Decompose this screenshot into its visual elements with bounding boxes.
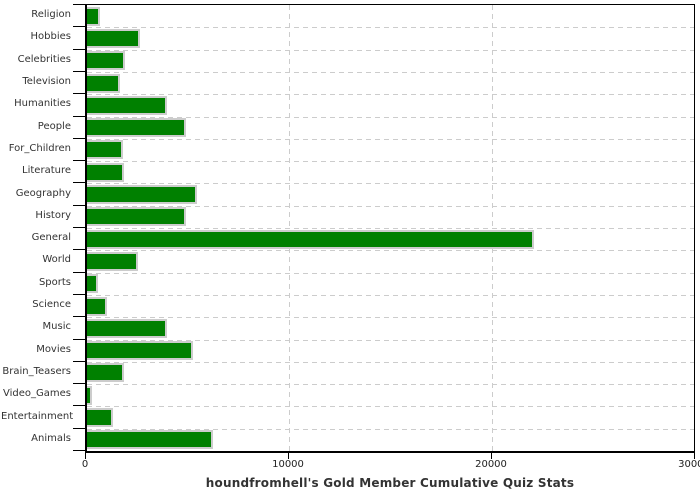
y-axis-tick [73,271,85,273]
category-label: People [37,120,71,132]
gridline-horizontal [87,339,694,341]
bar-celebrities [87,51,126,71]
x-tick-label: 20000 [475,459,507,470]
gridline-horizontal [87,183,694,185]
category-label: Video_Games [3,388,71,400]
bar-hobbies [87,28,140,48]
bar-animals [87,430,214,450]
category-label: Religion [31,9,71,21]
gridline-horizontal [87,228,694,229]
gridline-horizontal [87,27,694,29]
y-axis-tick [73,383,85,385]
plot-area [85,4,695,453]
gridline-vertical [289,5,291,451]
y-axis-tick [73,204,85,206]
category-label: Movies [36,343,71,355]
gridline-horizontal [87,250,694,252]
x-axis-tick [491,453,492,459]
bar-general [87,229,535,249]
gridline-horizontal [87,161,694,163]
chart-title: houndfromhell's Gold Member Cumulative Q… [205,476,575,490]
gridline-vertical [491,5,493,451]
bar-humanities [87,95,167,115]
gridline-horizontal [87,272,694,274]
category-label: Literature [22,165,71,177]
bar-brain_teasers [87,363,125,383]
category-label: Music [42,321,71,333]
y-axis-tick [73,70,85,72]
x-tick-label: 30000 [678,459,700,470]
y-axis-tick [73,450,85,451]
category-label: Celebrities [17,53,71,65]
gridline-horizontal [87,116,694,118]
category-label: Humanities [14,98,71,110]
category-label: Entertainment [1,410,74,422]
gridline-horizontal [87,94,694,96]
bar-for_children [87,140,124,160]
bar-history [87,207,187,227]
gridline-horizontal [87,428,694,430]
y-axis-tick [73,427,85,429]
gridline-horizontal [87,317,694,319]
bar-literature [87,162,125,182]
category-label: For_Children [8,142,71,154]
bar-video_games [87,385,93,405]
gridline-horizontal [87,205,694,207]
y-axis-tick [73,405,85,407]
bar-world [87,251,138,271]
gridline-horizontal [87,49,694,51]
y-axis-tick [73,48,85,50]
bar-entertainment [87,408,114,428]
gridline-horizontal [87,71,694,73]
category-label: History [35,209,71,221]
bar-sports [87,274,99,294]
y-axis-tick [73,293,85,295]
x-tick-label: 10000 [272,459,304,470]
category-label: World [42,254,71,266]
category-label: Hobbies [30,31,71,43]
y-axis-tick [73,316,85,318]
category-label: Geography [15,187,71,199]
bar-music [87,318,167,338]
x-tick-label: 0 [81,459,89,470]
y-axis-tick [73,26,85,28]
category-label: Television [22,76,71,88]
bar-science [87,296,108,316]
bar-people [87,118,187,138]
gridline-horizontal [87,361,694,363]
y-axis-tick [73,93,85,95]
y-axis-tick [73,137,85,139]
y-axis-tick [73,160,85,162]
gridline-horizontal [87,384,694,386]
y-axis-tick [73,182,85,184]
gridline-horizontal [87,138,694,140]
x-axis-tick [85,453,86,459]
bar-movies [87,341,194,361]
x-axis-tick [694,453,695,459]
category-label: General [31,232,71,244]
category-label: Brain_Teasers [2,365,71,377]
bar-geography [87,185,198,205]
y-axis-tick [73,360,85,362]
bar-television [87,73,121,93]
y-axis-tick [73,4,85,5]
y-axis-tick [73,338,85,340]
category-label: Animals [31,432,71,444]
bar-religion [87,6,101,26]
gridline-horizontal [87,294,694,296]
gridline-horizontal [87,406,694,408]
y-axis-tick [73,249,85,251]
y-axis-tick [73,115,85,117]
category-label: Science [32,299,71,311]
x-axis-tick [288,453,289,459]
y-axis-tick [73,227,85,228]
category-label: Sports [38,276,71,288]
